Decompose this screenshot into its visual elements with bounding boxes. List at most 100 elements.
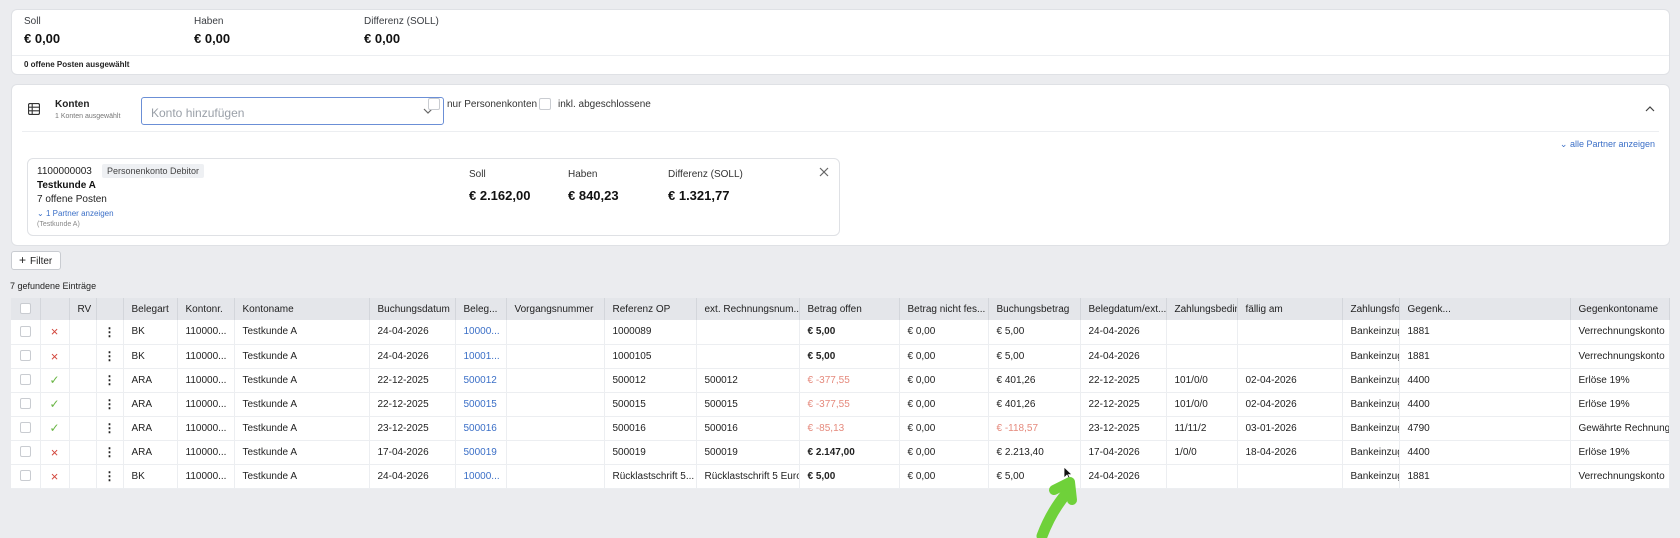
account-type-badge: Personenkonto Debitor xyxy=(102,164,205,178)
cell-gegenkontoname: Verrechnungskonto xyxy=(1570,344,1670,369)
column-header-zahlungsbedingung[interactable]: Zahlungsbedin... xyxy=(1166,298,1238,320)
cell-gegenkonto: 4790 xyxy=(1399,416,1571,441)
row-menu-cell: ⋮ xyxy=(96,392,124,417)
cell-gegenkonto: 4400 xyxy=(1399,440,1571,465)
konto-search-input[interactable]: Konto hinzufügen xyxy=(141,97,444,125)
kebab-menu-icon[interactable]: ⋮ xyxy=(103,421,116,435)
cell-referenz-op: Rücklastschrift 5... xyxy=(604,464,697,489)
kebab-menu-icon[interactable]: ⋮ xyxy=(103,324,116,339)
summary-haben: Haben € 0,00 xyxy=(194,16,230,46)
account-haben-label: Haben xyxy=(568,169,598,180)
column-header-gegenkonto[interactable]: Gegenk... xyxy=(1399,298,1571,320)
column-header-vorgangsnummer[interactable]: Vorgangsnummer xyxy=(506,298,605,320)
column-header-belegart[interactable]: Belegart xyxy=(123,298,178,320)
column-header-betrag-nicht-festgeschrieben[interactable]: Betrag nicht fes... xyxy=(899,298,989,320)
cell-vorgangsnummer xyxy=(506,320,605,345)
cell-kontonr: 110000... xyxy=(177,320,235,345)
summary-soll-value: € 0,00 xyxy=(24,31,61,46)
kebab-menu-icon[interactable]: ⋮ xyxy=(103,469,116,483)
cell-belegdatum: 22-12-2025 xyxy=(1080,368,1167,393)
cell-buchungsbetrag: € -118,57 xyxy=(988,416,1081,441)
kebab-menu-icon[interactable]: ⋮ xyxy=(103,445,116,459)
cell-gegenkontoname: Gewährte Rechnungsabzüge xyxy=(1570,416,1670,441)
row-menu-cell: ⋮ xyxy=(96,416,124,441)
account-soll-label: Soll xyxy=(469,169,486,180)
cell-referenz-op: 500016 xyxy=(604,416,697,441)
row-select-cell xyxy=(11,464,41,489)
chevron-up-icon[interactable] xyxy=(1645,105,1655,113)
cell-buchungsbetrag: € 401,26 xyxy=(988,368,1081,393)
cell-vorgangsnummer xyxy=(506,416,605,441)
nur-personenkonten-checkbox[interactable] xyxy=(428,98,440,110)
table-row[interactable]: × ⋮ BK 110000... Testkunde A 24-04-2026 10001.… xyxy=(11,344,1670,369)
kebab-menu-icon[interactable]: ⋮ xyxy=(103,349,116,363)
cell-belegart: BK xyxy=(123,320,178,345)
row-checkbox[interactable] xyxy=(19,398,31,410)
account-card[interactable]: 1100000003 Personenkonto Debitor Testkun… xyxy=(27,158,840,236)
cell-buchungsbetrag: € 5,00 xyxy=(988,320,1081,345)
cell-kontoname: Testkunde A xyxy=(234,416,370,441)
row-status-cell: ✓ xyxy=(40,392,70,417)
filter-button[interactable]: + Filter xyxy=(11,251,61,270)
column-header-buchungsdatum[interactable]: Buchungsdatum xyxy=(369,298,456,320)
konto-search-placeholder: Konto hinzufügen xyxy=(151,106,245,120)
row-checkbox[interactable] xyxy=(19,446,31,458)
row-checkbox[interactable] xyxy=(19,326,31,338)
cell-beleg[interactable]: 500012 xyxy=(455,368,507,393)
column-header-referenz-op[interactable]: Referenz OP xyxy=(604,298,697,320)
konten-card: Konten 1 Konten ausgewählt Konto hinzufü… xyxy=(11,84,1670,246)
alle-partner-anzeigen-link[interactable]: ⌄ alle Partner anzeigen xyxy=(1560,139,1655,150)
column-header-betrag-offen[interactable]: Betrag offen xyxy=(799,298,900,320)
column-header-buchungsbetrag[interactable]: Buchungsbetrag xyxy=(988,298,1081,320)
table-row[interactable]: × ⋮ ARA 110000... Testkunde A 17-04-2026 50001… xyxy=(11,440,1670,465)
row-checkbox[interactable] xyxy=(19,422,31,434)
cell-rv xyxy=(69,440,97,465)
cell-beleg[interactable]: 500016 xyxy=(455,416,507,441)
summary-haben-value: € 0,00 xyxy=(194,31,231,46)
table-row[interactable]: × ⋮ BK 110000... Testkunde A 24-04-2026 10000.… xyxy=(11,320,1670,345)
column-header-status xyxy=(40,298,70,320)
column-header-zahlungsform[interactable]: Zahlungsform xyxy=(1342,298,1400,320)
table-row[interactable]: ✓ ⋮ ARA 110000... Testkunde A 22-12-2025 50001… xyxy=(11,392,1670,417)
table-row[interactable]: ✓ ⋮ ARA 110000... Testkunde A 22-12-2025 50001… xyxy=(11,368,1670,393)
row-checkbox[interactable] xyxy=(19,374,31,386)
filter-label: Filter xyxy=(30,256,53,267)
row-status-cell: × xyxy=(40,320,70,345)
cell-belegdatum: 24-04-2026 xyxy=(1080,320,1167,345)
table-row[interactable]: × ⋮ BK 110000... Testkunde A 24-04-2026 10000.… xyxy=(11,464,1670,489)
column-header-kontoname[interactable]: Kontoname xyxy=(234,298,370,320)
cell-beleg[interactable]: 10000... xyxy=(455,320,507,345)
partner-anzeigen-link[interactable]: ⌄ 1 Partner anzeigen xyxy=(37,209,114,218)
cell-gegenkonto: 1881 xyxy=(1399,464,1571,489)
row-checkbox[interactable] xyxy=(19,350,31,362)
cell-beleg[interactable]: 10000... xyxy=(455,464,507,489)
inkl-abgeschlossene-checkbox[interactable] xyxy=(539,98,551,110)
cell-belegart: ARA xyxy=(123,440,178,465)
kebab-menu-icon[interactable]: ⋮ xyxy=(103,397,116,411)
cell-zahlungsbedingung: 101/0/0 xyxy=(1166,368,1238,393)
column-header-ext-rechnungsnummer[interactable]: ext. Rechnungsnum... xyxy=(696,298,800,320)
column-header-belegdatum[interactable]: Belegdatum/ext.... xyxy=(1080,298,1167,320)
select-all-checkbox[interactable] xyxy=(19,303,31,315)
cell-beleg[interactable]: 10001... xyxy=(455,344,507,369)
cell-beleg[interactable]: 500019 xyxy=(455,440,507,465)
column-header-faellig-am[interactable]: fällig am xyxy=(1237,298,1343,320)
column-header-rv[interactable]: RV xyxy=(69,298,97,320)
cell-buchungsdatum: 24-04-2026 xyxy=(369,344,456,369)
column-header-kontonr[interactable]: Kontonr. xyxy=(177,298,235,320)
close-icon[interactable] xyxy=(819,167,829,177)
cell-referenz-op: 1000089 xyxy=(604,320,697,345)
chevron-down-icon[interactable] xyxy=(423,106,433,116)
column-header-gegenkontoname[interactable]: Gegenkontoname xyxy=(1570,298,1670,320)
cell-kontonr: 110000... xyxy=(177,392,235,417)
cell-rv xyxy=(69,392,97,417)
inkl-abgeschlossene-label: inkl. abgeschlossene xyxy=(558,99,651,110)
cell-referenz-op: 500019 xyxy=(604,440,697,465)
kebab-menu-icon[interactable]: ⋮ xyxy=(103,373,116,387)
account-haben: Haben € 840,23 xyxy=(568,169,619,203)
cell-beleg[interactable]: 500015 xyxy=(455,392,507,417)
cell-vorgangsnummer xyxy=(506,392,605,417)
table-row[interactable]: ✓ ⋮ ARA 110000... Testkunde A 23-12-2025 50001… xyxy=(11,416,1670,441)
row-checkbox[interactable] xyxy=(19,470,31,482)
column-header-beleg[interactable]: Beleg... xyxy=(455,298,507,320)
